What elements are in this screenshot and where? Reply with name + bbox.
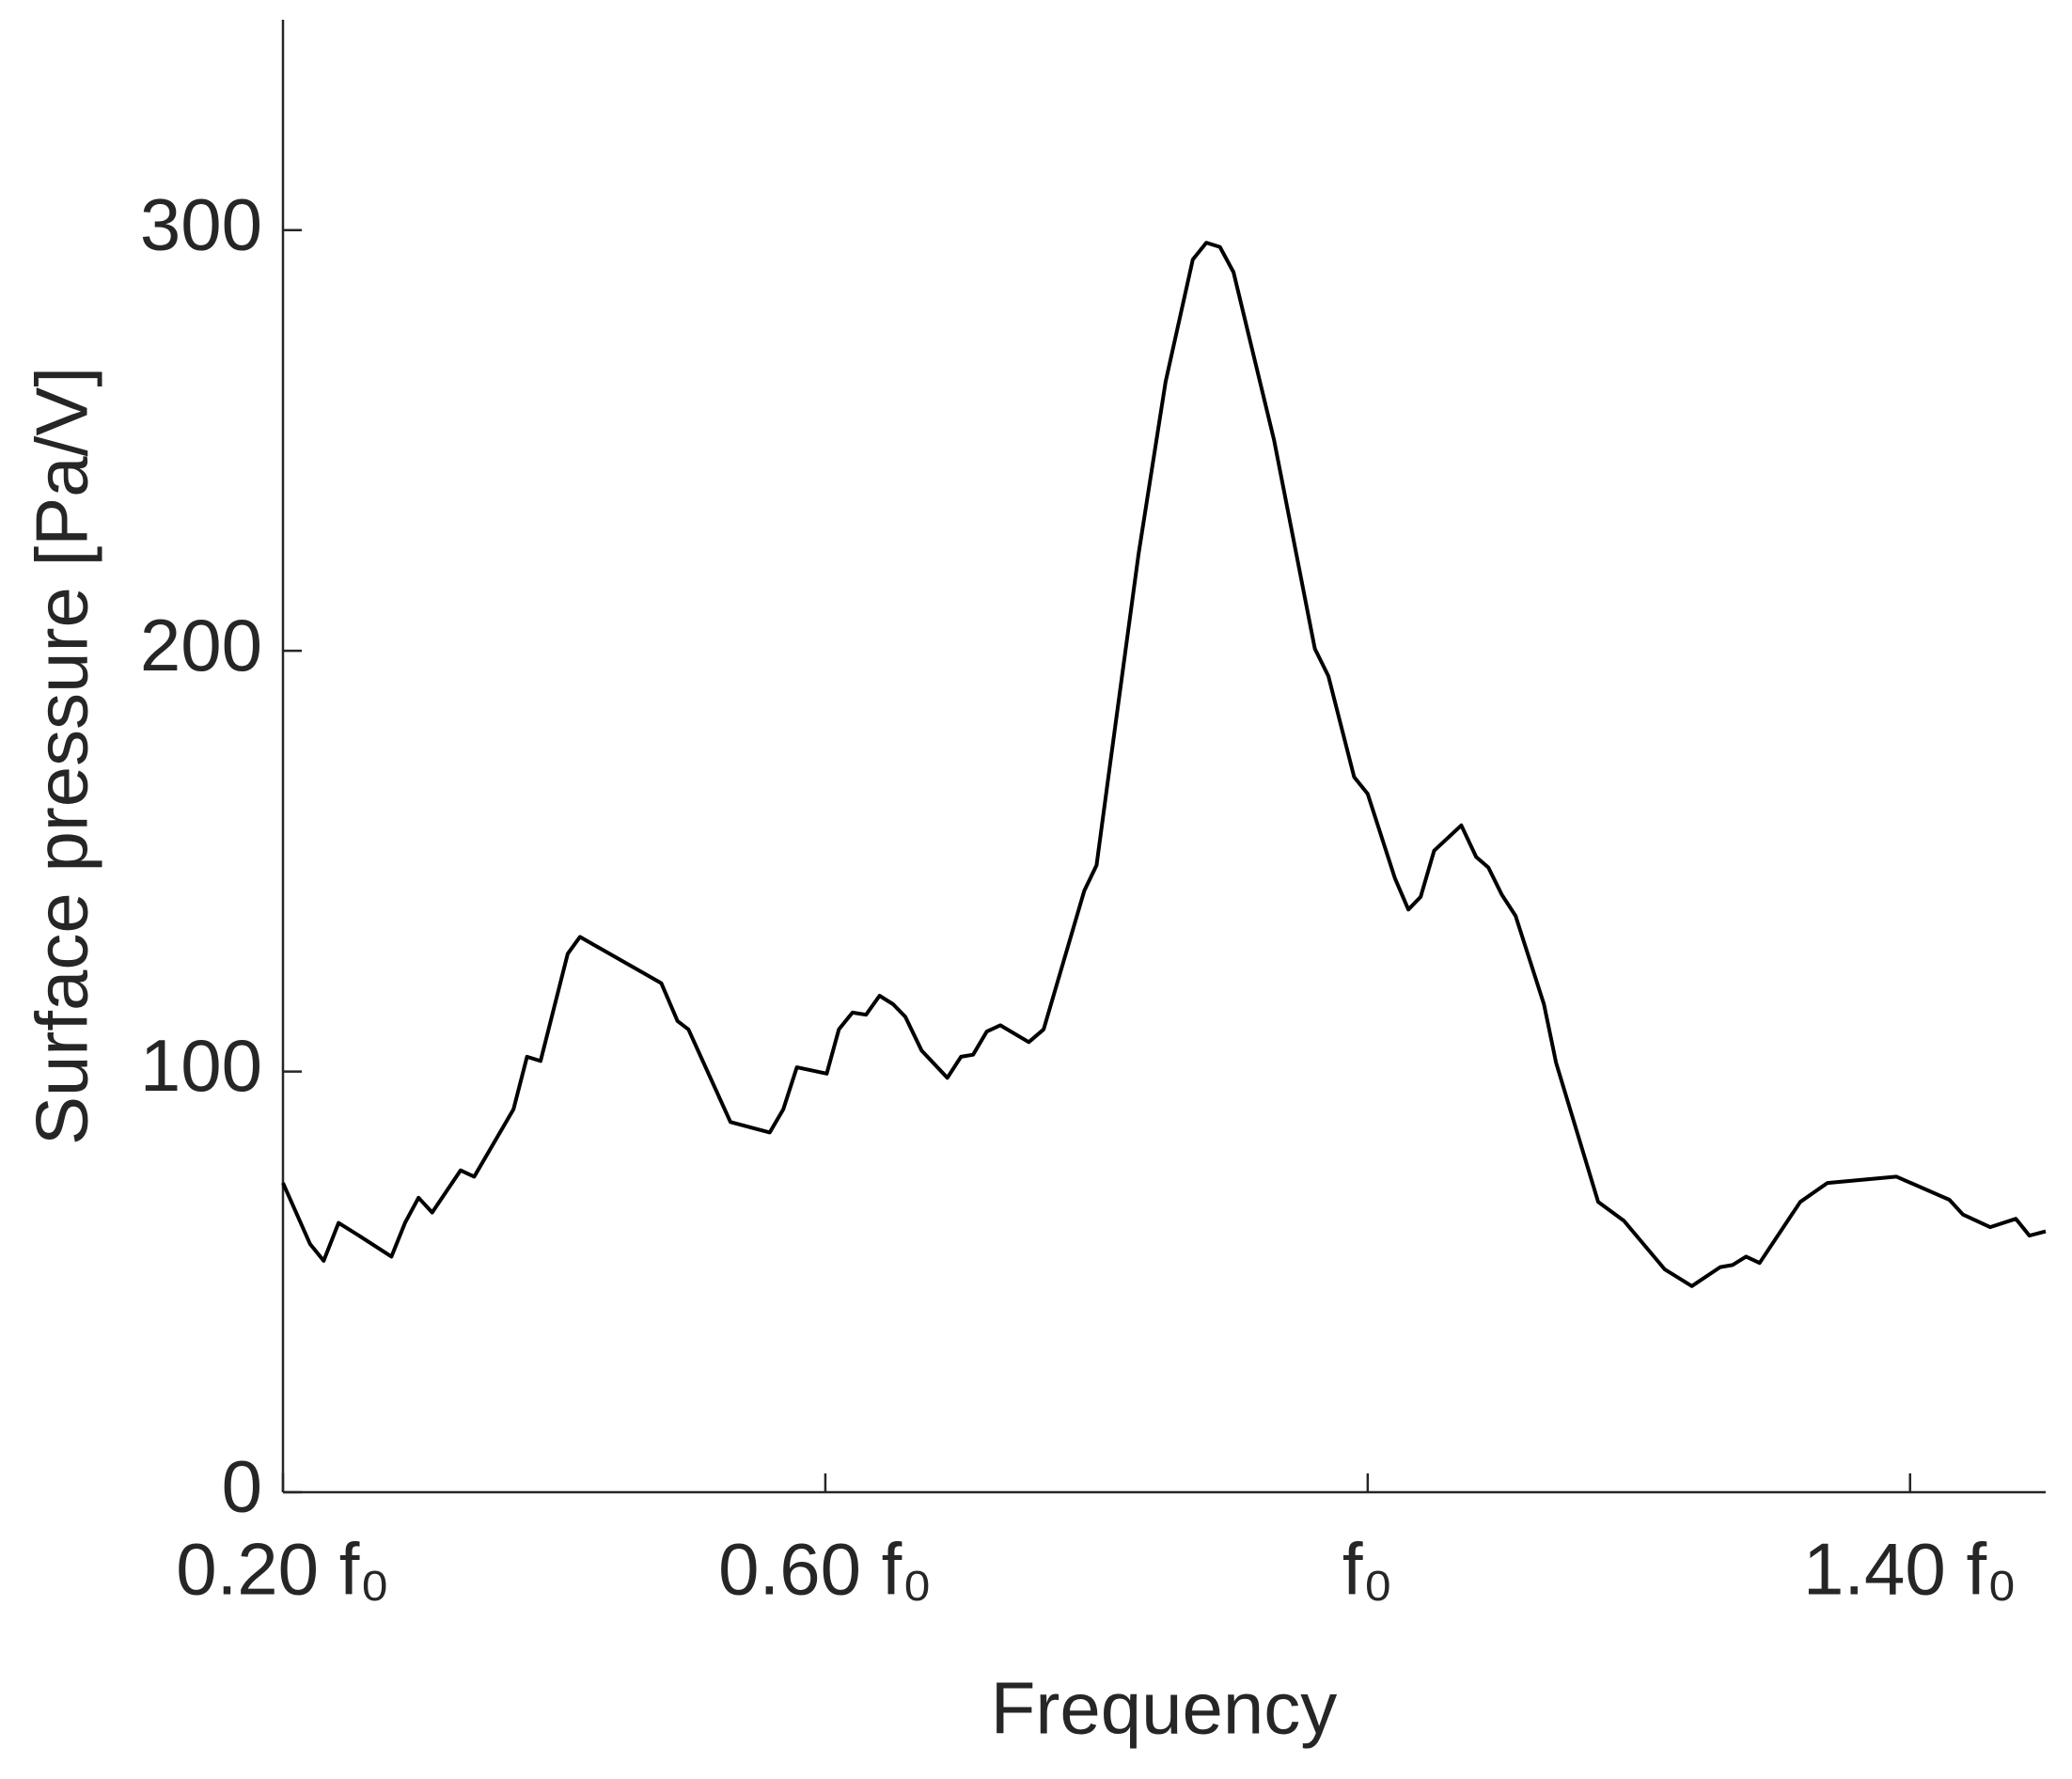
x-tick-label: 0.20 f₀ [176, 1528, 390, 1611]
y-tick-label: 0 [222, 1445, 262, 1528]
y-tick-label: 300 [140, 182, 262, 265]
data-line [281, 241, 2047, 1288]
y-axis-label: Surface pressure [Pa/V] [21, 367, 103, 1145]
x-tick-label: 1.40 f₀ [1803, 1528, 2017, 1611]
y-tick-label: 200 [140, 604, 262, 686]
y-tick-label: 100 [140, 1024, 262, 1107]
x-tick-label: f₀ [1342, 1528, 1393, 1611]
x-tick-label: 0.60 f₀ [718, 1528, 933, 1611]
x-axis-label: Frequency [991, 1667, 1338, 1750]
